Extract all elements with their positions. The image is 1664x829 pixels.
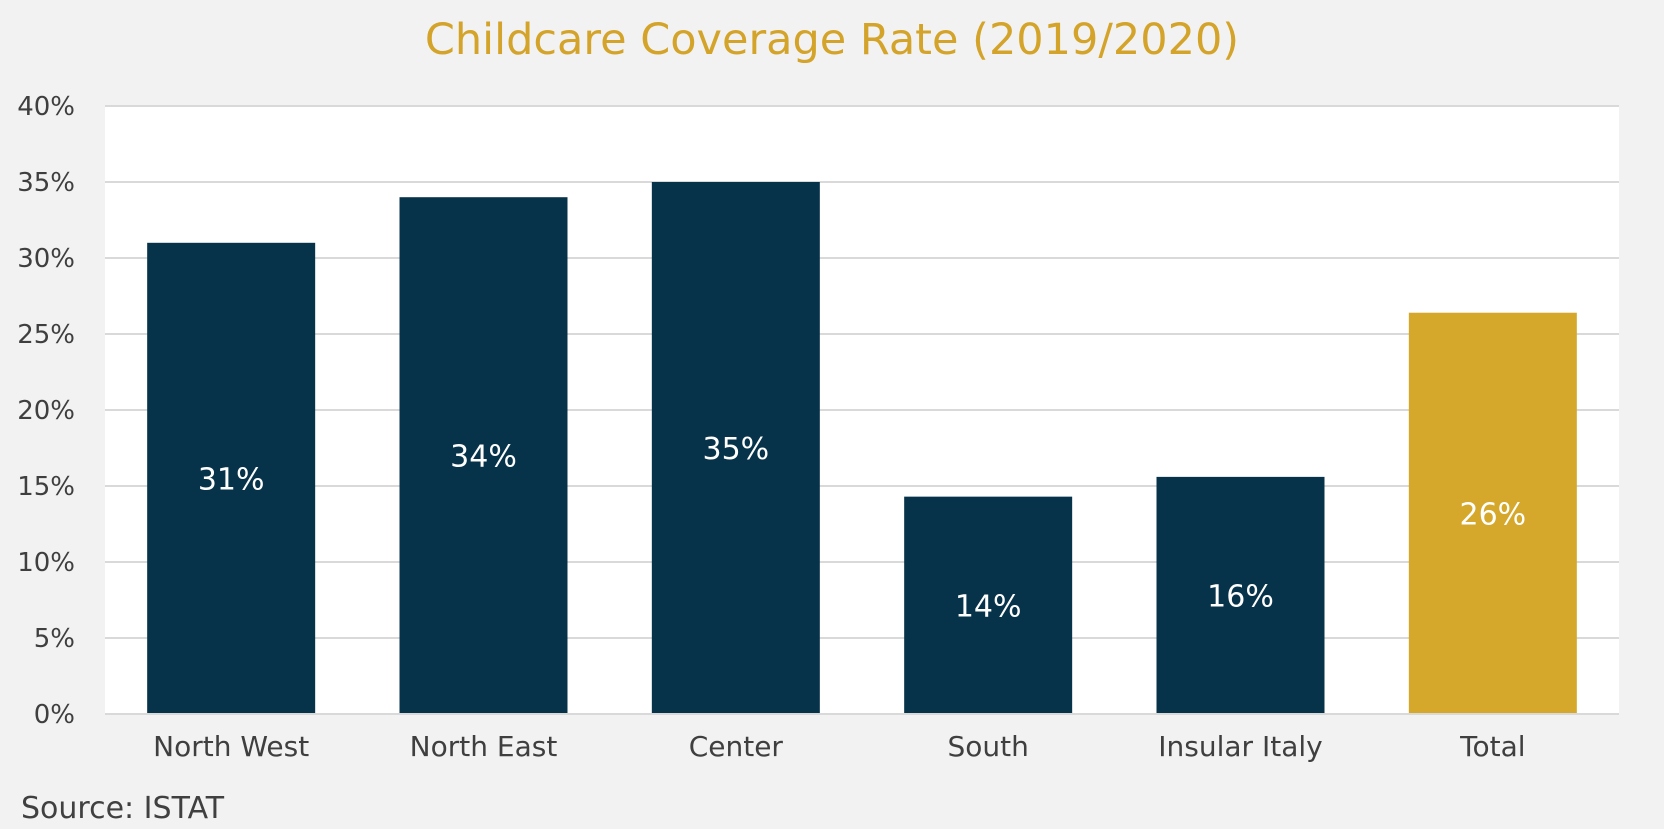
bar <box>1408 312 1577 714</box>
source-note: Source: ISTAT <box>21 791 225 826</box>
x-category-label: North West <box>153 730 309 763</box>
bar <box>651 182 820 714</box>
bar <box>1156 476 1325 714</box>
bar-data-label: 26% <box>1459 497 1526 532</box>
y-tick-label: 0% <box>34 700 75 730</box>
data-labels: 31% 34% 35% 14% 16% 26% <box>198 432 1526 624</box>
y-tick-label: 25% <box>17 320 75 350</box>
x-category-label: Insular Italy <box>1158 730 1322 763</box>
y-tick-label: 10% <box>17 548 75 578</box>
x-category-label: South <box>947 730 1028 763</box>
x-axis-categories: North West North East Center South Insular I… <box>153 730 1525 763</box>
y-axis-ticks: 0% 5% 10% 15% 20% 25% 30% 35% 40% <box>17 92 75 730</box>
y-tick-label: 5% <box>34 624 75 654</box>
x-category-label: Center <box>689 730 784 763</box>
bar-data-label: 14% <box>955 589 1022 624</box>
y-tick-label: 15% <box>17 472 75 502</box>
bars <box>147 182 1577 715</box>
bar <box>147 242 316 715</box>
bar-data-label: 35% <box>702 432 769 467</box>
bar-data-label: 31% <box>198 462 265 497</box>
x-category-label: Total <box>1459 730 1525 763</box>
x-category-label: North East <box>410 730 558 763</box>
gridlines <box>105 105 1619 639</box>
y-tick-label: 35% <box>17 168 75 198</box>
chart-title: Childcare Coverage Rate (2019/2020) <box>425 15 1239 65</box>
y-tick-label: 30% <box>17 244 75 274</box>
bar-data-label: 16% <box>1207 579 1274 614</box>
y-tick-label: 20% <box>17 396 75 426</box>
bar <box>904 496 1073 714</box>
bar-data-label: 34% <box>450 440 517 475</box>
bar <box>399 197 568 714</box>
y-tick-label: 40% <box>17 92 75 122</box>
